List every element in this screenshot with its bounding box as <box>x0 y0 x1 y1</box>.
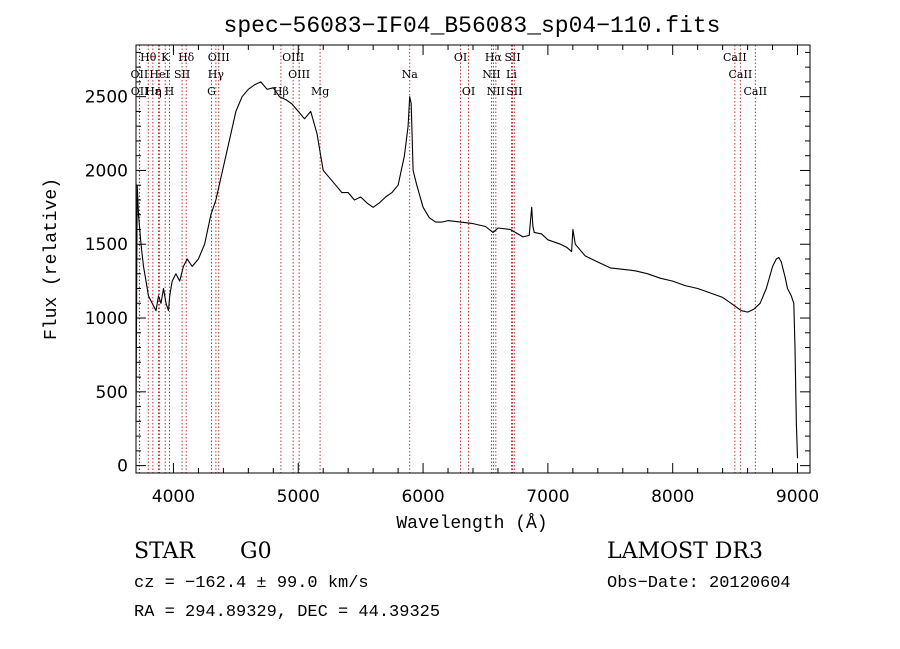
y-tick-label: 1500 <box>85 235 128 255</box>
object-class: STAR <box>134 539 195 564</box>
redshift-cz: cz = −162.4 ± 99.0 km/s <box>134 574 369 593</box>
x-tick-label: 6000 <box>401 487 444 507</box>
line-marker-label: G <box>207 85 216 98</box>
line-marker-label: HeI <box>149 68 169 81</box>
line-marker-label: SII <box>506 85 522 98</box>
x-tick-label: 5000 <box>277 487 320 507</box>
line-marker-label: CaII <box>729 68 753 81</box>
line-marker-label: OIII <box>288 68 310 81</box>
y-tick-label: 500 <box>96 383 128 403</box>
line-marker-label: K <box>161 51 170 64</box>
spectrum-line <box>135 81 799 459</box>
y-tick-label: 2500 <box>85 88 128 108</box>
line-marker-label: SII <box>504 51 520 64</box>
x-tick-label: 8000 <box>651 487 694 507</box>
y-tick-label: 2000 <box>85 161 128 181</box>
line-marker-label: OII <box>131 85 149 98</box>
survey-name: LAMOST DR3 <box>607 539 763 564</box>
coordinates: RA = 294.89329, DEC = 44.39325 <box>134 603 441 622</box>
line-marker-label: Hε <box>145 85 161 98</box>
y-tick-label: 1000 <box>85 309 128 329</box>
axes: 4000 5000 6000 7000 8000 9000 0 500 1000 1500 2000… <box>85 45 819 507</box>
line-marker-label: Li <box>506 68 517 81</box>
object-subclass: G0 <box>240 539 272 564</box>
line-marker-label: SII <box>174 68 190 81</box>
line-marker-label: NII <box>482 68 500 81</box>
line-marker-label: OIII <box>282 51 304 64</box>
line-marker-label: Hβ <box>273 85 289 98</box>
x-tick-label: 4000 <box>152 487 195 507</box>
line-marker-label: Mg <box>311 85 329 98</box>
x-tick-label: 7000 <box>526 487 569 507</box>
y-axis-label: Flux (relative) <box>42 178 62 340</box>
line-marker-label: NII <box>487 85 505 98</box>
line-marker-label: η <box>155 85 162 98</box>
chart-title: spec−56083−IF04_B56083_sp04−110.fits <box>224 13 721 39</box>
line-marker-label: H <box>165 85 175 98</box>
line-marker-label: CaII <box>723 51 747 64</box>
x-tick-label: 9000 <box>776 487 819 507</box>
line-marker-label: OIII <box>208 51 230 64</box>
line-marker-label: Hθ <box>140 51 157 64</box>
line-marker-label: Hγ <box>208 68 225 81</box>
line-marker-label: OI <box>462 85 475 98</box>
y-tick-label: 0 <box>117 457 128 477</box>
observation-date: Obs−Date: 20120604 <box>607 574 791 593</box>
line-marker-label: Na <box>402 68 419 81</box>
line-marker-label: CaII <box>743 85 767 98</box>
x-axis-label: Wavelength (Å) <box>396 513 547 534</box>
line-marker-label: Hα <box>485 51 503 64</box>
line-marker-label: OI <box>454 51 467 64</box>
line-marker-label: Hδ <box>178 51 195 64</box>
